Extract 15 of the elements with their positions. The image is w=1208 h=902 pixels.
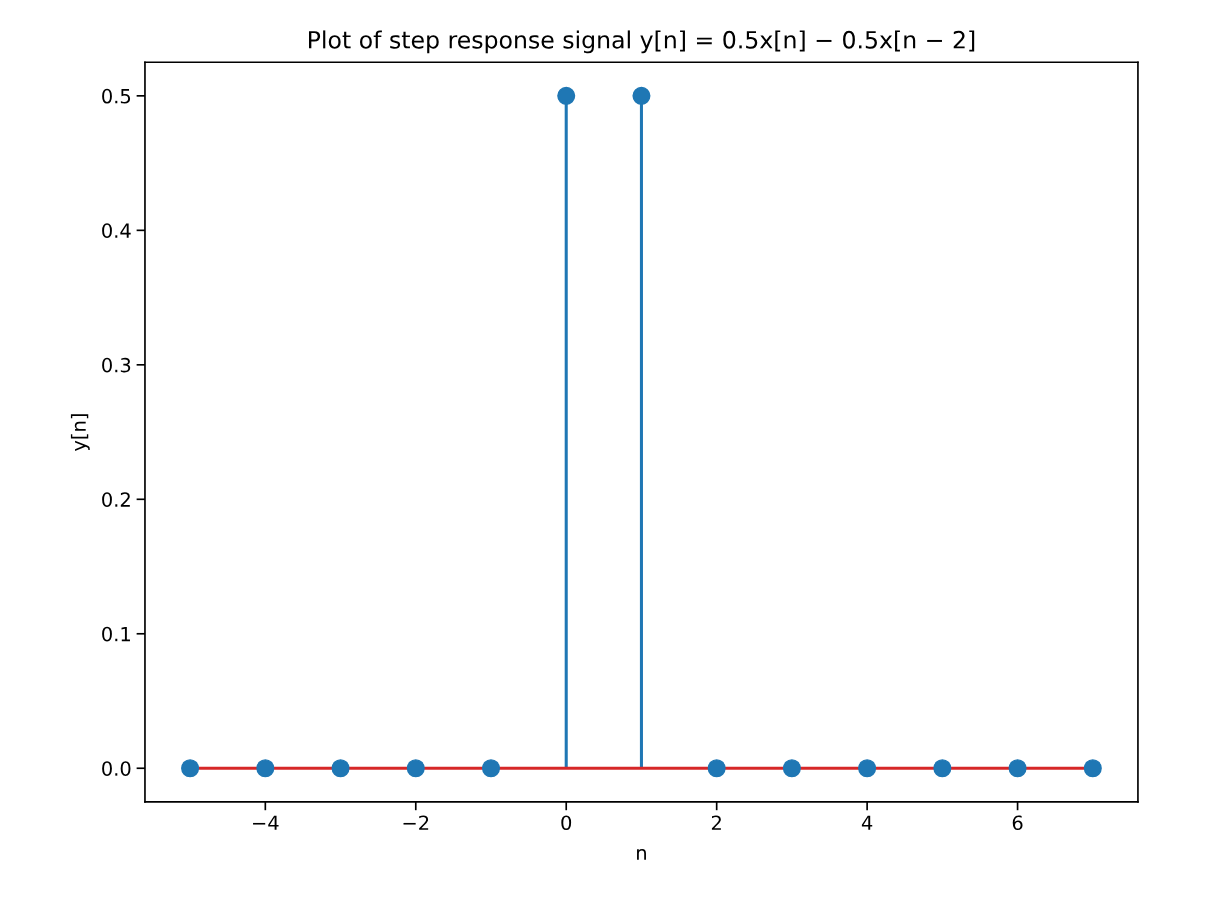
chart-title: Plot of step response signal y[n] = 0.5x[n] − 0.5x[n − 2] xyxy=(309,30,975,54)
y-tick-label: 0.1 xyxy=(102,626,130,642)
y-tick-label: 0.2 xyxy=(102,492,130,507)
x-tick-label: 6 xyxy=(1012,815,1023,831)
x-axis-title: n xyxy=(637,848,646,860)
x-tick-label: 4 xyxy=(861,815,873,830)
x-tick-label: 0 xyxy=(561,815,572,831)
y-axis-title: y[n] xyxy=(70,414,90,451)
y-tick-label: 0.0 xyxy=(102,761,131,776)
x-tick-label: −4 xyxy=(253,815,279,830)
y-tick-label: 0.5 xyxy=(102,88,131,104)
x-tick-label: −2 xyxy=(403,815,429,830)
y-tick-label: 0.4 xyxy=(102,223,131,238)
x-tick-label: 2 xyxy=(711,815,721,830)
y-tick-label: 0.3 xyxy=(102,357,131,373)
